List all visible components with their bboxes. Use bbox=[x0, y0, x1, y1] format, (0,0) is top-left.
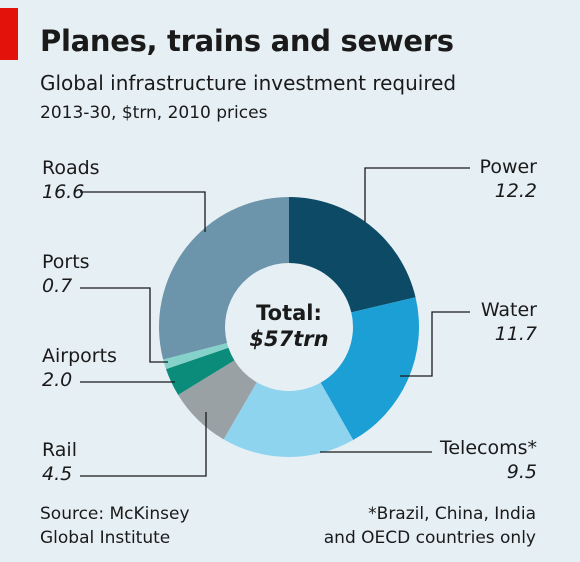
leader-rail bbox=[80, 412, 207, 477]
slice-rail bbox=[178, 360, 257, 440]
total-value: $57trn bbox=[249, 327, 328, 351]
leader-lines bbox=[80, 167, 470, 477]
chart-units: 2013-30, $trn, 2010 prices bbox=[40, 103, 268, 123]
label-airports: Airports bbox=[42, 345, 117, 367]
label-telecoms: Telecoms* bbox=[439, 437, 537, 459]
slice-airports bbox=[165, 347, 235, 395]
leader-ports bbox=[80, 287, 168, 363]
label-power: Power bbox=[480, 156, 538, 178]
footnote-line-1: *Brazil, China, India bbox=[368, 504, 536, 524]
footnote-line-2: and OECD countries only bbox=[323, 528, 536, 548]
chart-subtitle: Global infrastructure investment require… bbox=[40, 71, 457, 95]
leader-power bbox=[364, 167, 470, 222]
slice-roads bbox=[158, 197, 289, 360]
source-note: Source: McKinsey Global Institute bbox=[40, 502, 190, 550]
value-telecoms: 9.5 bbox=[507, 461, 537, 483]
value-water: 11.7 bbox=[495, 323, 537, 345]
label-roads: Roads bbox=[42, 157, 100, 179]
value-airports: 2.0 bbox=[42, 369, 72, 391]
label-ports: Ports bbox=[42, 251, 90, 273]
slice-ports bbox=[163, 342, 229, 370]
slice-telecoms bbox=[223, 382, 354, 457]
source-line-1: Source: McKinsey bbox=[40, 504, 190, 524]
leader-roads bbox=[80, 191, 206, 232]
chart-title: Planes, trains and sewers bbox=[40, 24, 454, 58]
total-label: Total: bbox=[256, 301, 322, 325]
value-power: 12.2 bbox=[495, 180, 537, 202]
label-water: Water bbox=[481, 299, 537, 321]
slice-water bbox=[320, 297, 419, 441]
leader-water bbox=[400, 311, 470, 377]
brand-tag bbox=[0, 8, 18, 60]
value-rail: 4.5 bbox=[42, 463, 72, 485]
label-rail: Rail bbox=[42, 439, 77, 461]
source-line-2: Global Institute bbox=[40, 528, 171, 548]
value-roads: 16.6 bbox=[42, 181, 84, 203]
value-ports: 0.7 bbox=[42, 275, 72, 297]
slice-power bbox=[289, 197, 416, 313]
donut-slices bbox=[158, 197, 419, 457]
footnote: *Brazil, China, India and OECD countries… bbox=[324, 502, 536, 550]
